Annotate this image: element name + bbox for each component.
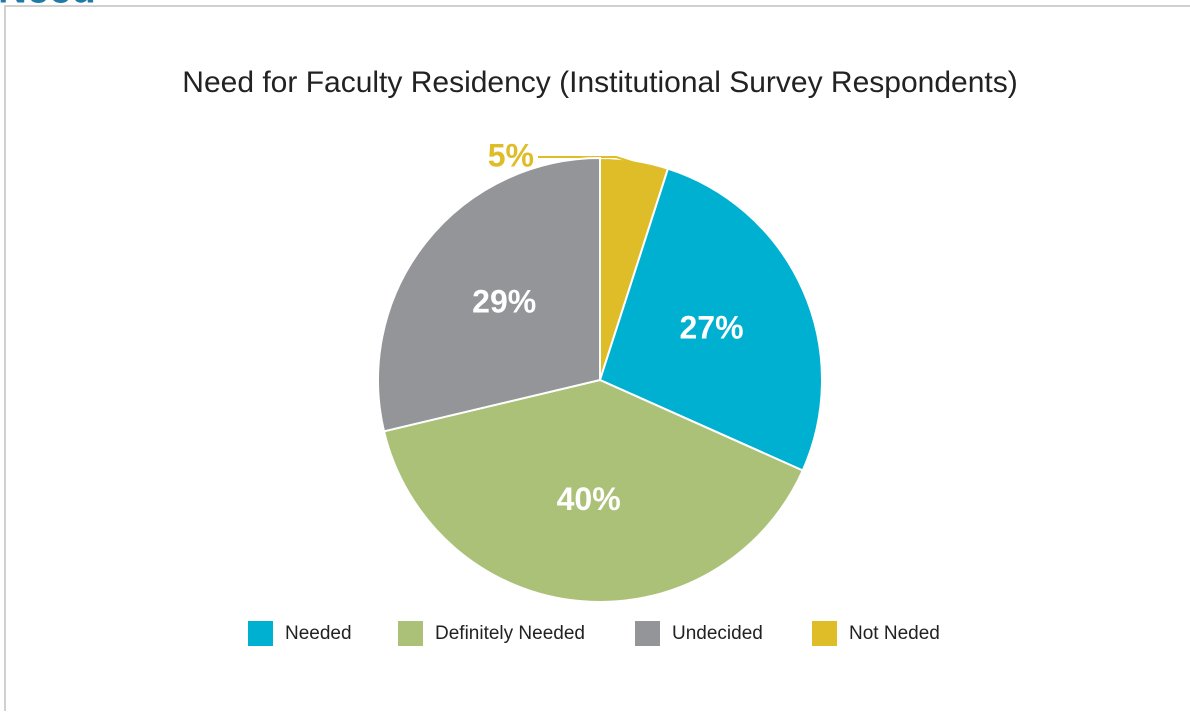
pie-slice [377,156,601,433]
legend-swatch [635,621,660,646]
chart-title: Need for Faculty Residency (Institutiona… [182,66,1017,99]
pie-slice [382,378,805,603]
legend-label: Undecided [672,623,763,644]
legend-label: Definitely Needed [435,623,585,644]
legend-label: Not Neded [849,623,940,644]
legend-swatch [248,621,273,646]
pie: 5% 27% 40% 29% [377,137,823,603]
data-label: 5% [488,137,534,173]
frame [4,5,1190,711]
data-label: 40% [557,481,621,517]
legend-swatch [398,621,423,646]
data-label: 29% [472,284,536,320]
leader-line [538,156,635,164]
legend-swatch [812,621,837,646]
data-label: 27% [679,310,743,346]
pie-slice [598,167,823,472]
legend: Needed Definitely Needed Undecided Not Nede… [248,621,940,646]
legend-label: Needed [285,623,352,644]
